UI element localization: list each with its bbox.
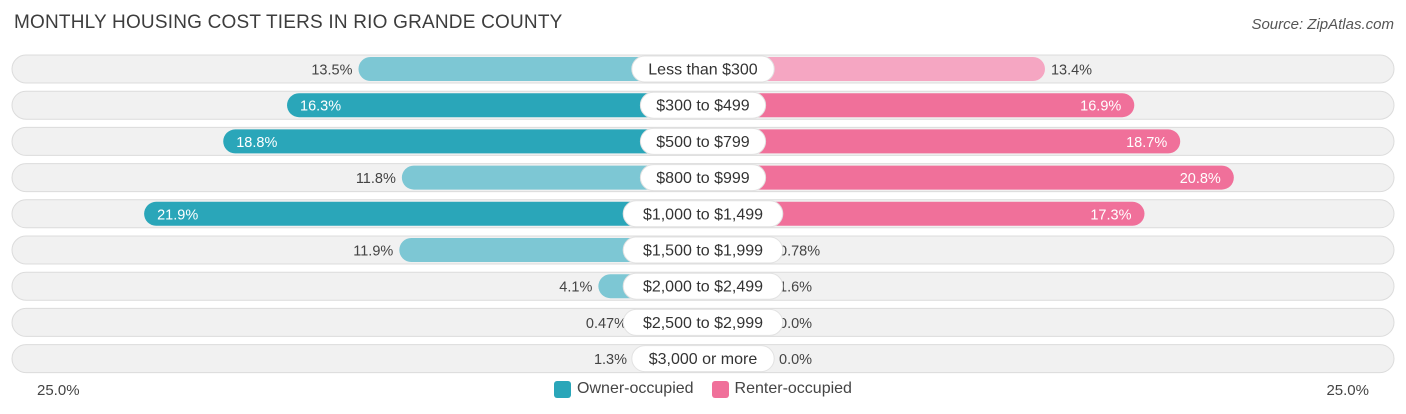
category-label: $300 to $499	[656, 98, 750, 115]
legend-renter-label: Renter-occupied	[734, 380, 852, 397]
category-label: $3,000 or more	[649, 351, 758, 368]
renter-value-label: 17.3%	[1090, 207, 1131, 223]
owner-value-label: 21.9%	[157, 207, 198, 223]
category-pill	[639, 127, 767, 155]
owner-value-label: 11.9%	[353, 244, 393, 260]
legend-owner-label: Owner-occupied	[577, 380, 694, 397]
renter-value-label: 0.0%	[779, 316, 812, 332]
renter-bar	[703, 165, 1234, 190]
category-label: $2,000 to $2,499	[643, 279, 763, 296]
renter-value-label: 1.6%	[779, 280, 812, 296]
source-note: Source: ZipAtlas.com	[1251, 16, 1394, 33]
renter-value-label: 16.9%	[1080, 99, 1121, 115]
legend: Owner-occupied Renter-occupied	[0, 380, 1406, 398]
owner-bar	[287, 93, 703, 118]
owner-value-label: 4.1%	[559, 280, 592, 296]
category-label: $1,500 to $1,999	[643, 243, 763, 260]
owner-bar	[144, 201, 703, 226]
renter-value-label: 0.0%	[779, 352, 812, 368]
category-label: $1,000 to $1,499	[643, 206, 763, 223]
category-pill	[622, 272, 784, 300]
renter-value-label: 20.8%	[1180, 171, 1221, 187]
category-label: $2,500 to $2,999	[643, 315, 763, 332]
renter-value-label: 18.7%	[1126, 135, 1167, 151]
owner-bar	[358, 57, 703, 81]
category-pill	[639, 91, 767, 119]
owner-value-label: 11.8%	[356, 171, 396, 187]
owner-value-label: 16.3%	[300, 99, 341, 115]
owner-swatch	[554, 380, 572, 398]
category-pill	[631, 55, 775, 83]
category-pill	[622, 308, 784, 336]
category-pill	[631, 345, 775, 373]
axis-left-label: 25.0%	[37, 382, 80, 399]
category-pill	[622, 200, 784, 228]
renter-value-label: 13.4%	[1051, 63, 1092, 79]
renter-value-label: 0.78%	[779, 244, 820, 260]
legend-renter: Renter-occupied	[711, 380, 852, 398]
renter-bar	[703, 129, 1181, 154]
category-label: Less than $300	[648, 62, 758, 79]
axis-right-label: 25.0%	[1326, 382, 1369, 399]
category-label: $800 to $999	[656, 170, 750, 187]
legend-owner: Owner-occupied	[554, 380, 694, 398]
owner-value-label: 1.3%	[594, 352, 627, 368]
renter-swatch	[711, 380, 729, 398]
renter-bar	[703, 57, 1045, 81]
category-label: $500 to $799	[656, 134, 750, 151]
chart-title: MONTHLY HOUSING COST TIERS IN RIO GRANDE…	[14, 12, 563, 33]
owner-value-label: 18.8%	[236, 135, 277, 151]
owner-value-label: 0.47%	[586, 316, 627, 332]
owner-bar	[401, 165, 703, 190]
renter-bar	[703, 93, 1135, 118]
owner-bar	[223, 129, 703, 154]
owner-value-label: 13.5%	[311, 63, 352, 79]
category-pill	[622, 236, 784, 264]
category-pill	[639, 164, 767, 192]
renter-bar	[703, 201, 1145, 226]
